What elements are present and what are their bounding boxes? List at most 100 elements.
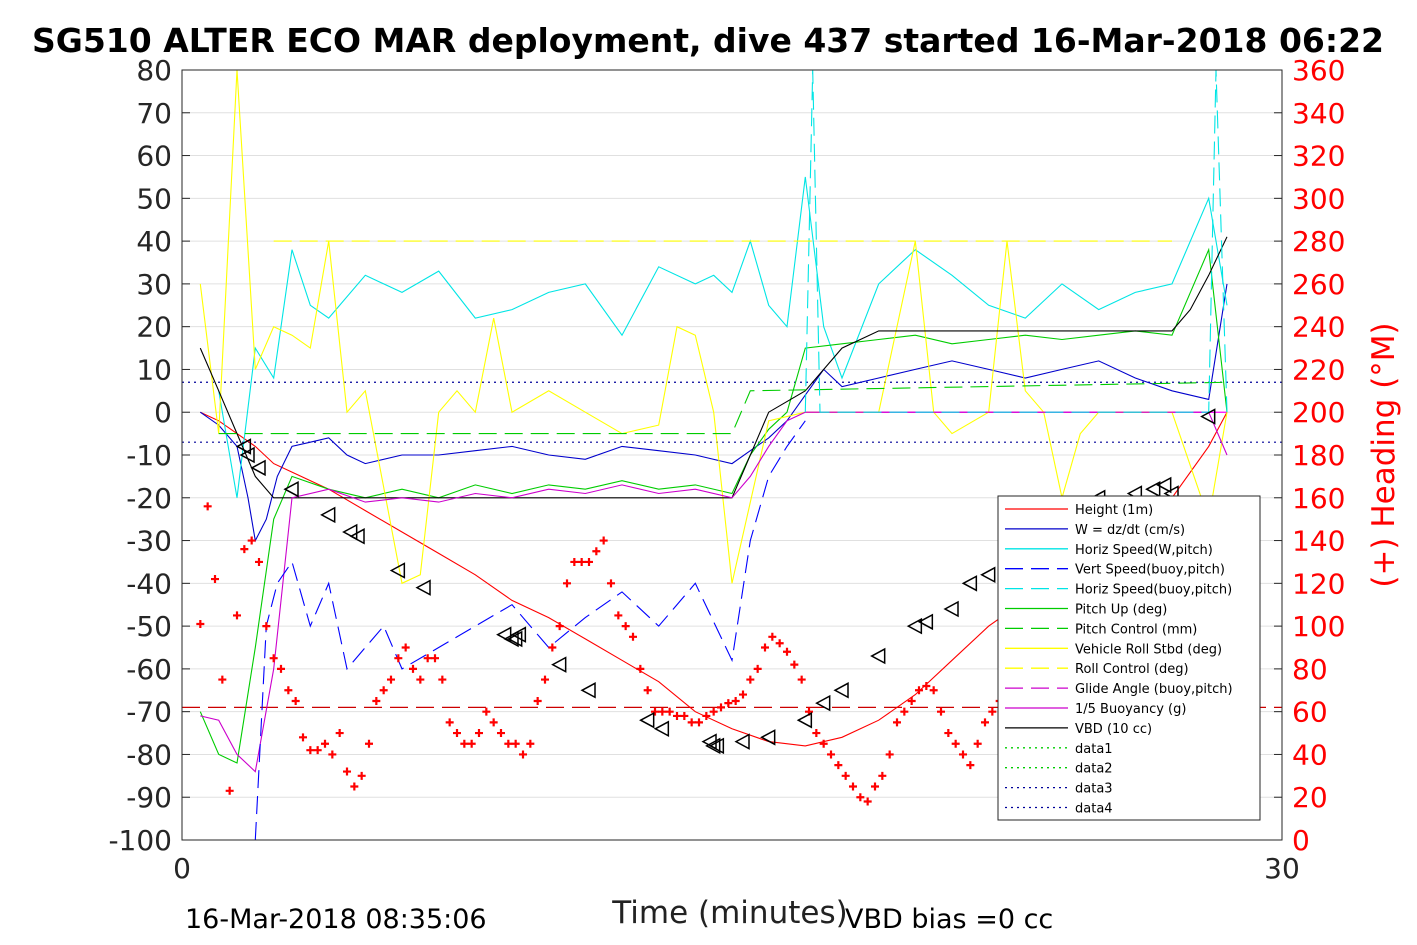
- heading-point: [915, 686, 923, 695]
- heading-point: [651, 707, 659, 716]
- depth-marker: [1145, 480, 1161, 498]
- legend-label: Roll Control (deg): [1075, 662, 1189, 677]
- heading-point: [401, 643, 410, 652]
- heading-point: [460, 739, 469, 748]
- heading-point: [907, 696, 916, 705]
- depth-marker: [283, 480, 299, 498]
- x-axis: 0 30: [173, 832, 1300, 885]
- heading-point: [849, 782, 857, 791]
- y-tick-label: 20: [136, 311, 172, 344]
- y-axis-right: 3603403203002802602402202001801601401201…: [1274, 54, 1345, 857]
- heading-point: [636, 664, 645, 673]
- y-right-tick-label: 280: [1292, 225, 1345, 258]
- y-tick-label: -50: [126, 610, 172, 643]
- y-tick-label: -100: [108, 824, 172, 857]
- depth-marker: [250, 459, 266, 477]
- heading-point: [482, 707, 491, 716]
- heading-point: [709, 707, 718, 716]
- heading-point: [497, 729, 505, 738]
- heading-point: [739, 690, 747, 699]
- y-tick-label: -30: [126, 525, 172, 558]
- heading-point: [394, 654, 403, 663]
- heading-point: [423, 654, 432, 663]
- heading-point: [218, 675, 227, 684]
- depth-marker: [551, 656, 567, 673]
- legend-box: [997, 495, 1261, 821]
- y-tick-label: -20: [126, 482, 172, 515]
- heading-point: [379, 686, 388, 695]
- legend-label: Horiz Speed(W,pitch): [1075, 543, 1213, 558]
- depth-marker: [320, 506, 336, 524]
- y-tick-label: 70: [136, 97, 172, 130]
- heading-point: [284, 686, 293, 695]
- y-right-tick-label: 180: [1292, 439, 1345, 472]
- depth-marker: [342, 523, 358, 541]
- heading-point: [753, 664, 762, 673]
- heading-point: [665, 707, 674, 716]
- depth-marker: [1156, 476, 1172, 494]
- heading-point: [533, 696, 542, 705]
- heading-point: [717, 703, 725, 712]
- heading-point: [790, 660, 799, 669]
- heading-point: [196, 619, 205, 628]
- legend-label: Height (1m): [1075, 503, 1153, 518]
- heading-point: [680, 711, 689, 720]
- y-tick-label: 60: [136, 140, 172, 173]
- heading-point: [306, 746, 315, 755]
- heading-point: [233, 611, 241, 620]
- heading-point: [922, 682, 931, 690]
- heading-point: [255, 557, 263, 566]
- heading-point: [511, 739, 520, 748]
- y-tick-label: 80: [136, 54, 172, 87]
- series-line-vert-speed-buoy-pitch: [254, 420, 806, 841]
- heading-point: [269, 654, 278, 663]
- depth-marker: [943, 600, 959, 618]
- heading-point: [526, 739, 535, 748]
- heading-point: [893, 718, 901, 727]
- heading-point: [937, 707, 945, 716]
- y-tick-label: 10: [136, 353, 172, 386]
- heading-point: [863, 797, 872, 806]
- y-right-tick-label: 60: [1292, 696, 1328, 729]
- y-right-tick-label: 360: [1292, 54, 1345, 87]
- heading-point: [658, 707, 667, 716]
- y-tick-label: 30: [136, 268, 172, 301]
- heading-point: [343, 767, 351, 776]
- heading-point: [878, 771, 887, 780]
- depth-marker: [580, 682, 596, 699]
- depth-marker: [815, 694, 831, 712]
- series-line-pitch-up-deg: [199, 247, 1228, 764]
- heading-point: [768, 632, 777, 641]
- heading-point: [629, 632, 637, 641]
- heading-point: [416, 675, 425, 684]
- heading-point: [981, 718, 989, 727]
- heading-point: [291, 696, 300, 705]
- y-right-tick-label: 120: [1292, 567, 1345, 600]
- heading-point: [409, 664, 417, 673]
- heading-point: [761, 643, 769, 652]
- y-tick-label: -40: [126, 567, 172, 600]
- triangle-markers: [235, 408, 1216, 755]
- heading-point: [570, 557, 579, 566]
- heading-point: [313, 746, 322, 755]
- y-right-tick-label: 140: [1292, 525, 1345, 558]
- heading-point: [504, 739, 513, 748]
- y-right-tick-label: 40: [1292, 738, 1328, 771]
- heading-point: [548, 643, 557, 652]
- y-right-tick-label: 240: [1292, 311, 1345, 344]
- heading-point: [724, 699, 733, 708]
- y-right-tick-label: 80: [1292, 653, 1328, 686]
- heading-point: [335, 729, 344, 738]
- heading-point: [687, 718, 696, 727]
- legend-label: Pitch Control (mm): [1075, 622, 1197, 637]
- heading-point: [225, 786, 234, 795]
- heading-point: [541, 675, 549, 684]
- heading-point: [262, 622, 271, 631]
- y-right-tick-label: 300: [1292, 182, 1345, 215]
- series-line-pitch-control-mm: [218, 381, 1228, 435]
- legend-label: Vert Speed(buoy,pitch): [1075, 563, 1225, 578]
- chart-title: SG510 ALTER ECO MAR deployment, dive 437…: [32, 21, 1384, 60]
- heading-point: [438, 675, 447, 684]
- y-axis-left: 80 70 60 50 40 30 20 10 0 -10 -20 -30 -40 -50 -60 -70 -8…: [108, 54, 190, 857]
